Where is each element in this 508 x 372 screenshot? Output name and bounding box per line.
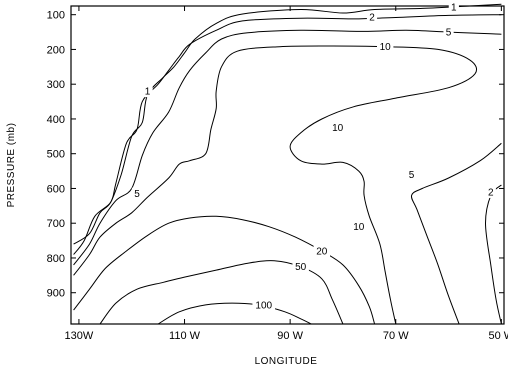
contour-label-bg: [350, 220, 367, 233]
contour-label-bg: [485, 185, 496, 198]
contour-label: 5: [134, 189, 140, 200]
contour-label: 100: [255, 300, 272, 311]
contour-label: 10: [353, 222, 365, 233]
x-axis-title: LONGITUDE: [255, 356, 318, 367]
x-tick-label: 110 W: [169, 330, 201, 342]
y-tick-label: 100: [47, 10, 65, 22]
y-tick-label: 200: [47, 44, 65, 56]
contour-label-bg: [443, 26, 454, 39]
plot-frame: [70, 5, 505, 325]
contour-lines: [73, 3, 502, 325]
y-tick-label: 300: [47, 79, 65, 91]
contour-label: 1: [451, 3, 457, 14]
y-axis-title: PRESSURE (mb): [6, 123, 17, 208]
contour-line-5: [410, 142, 502, 325]
contour-label: 10: [380, 42, 392, 53]
contour-labels: 1 2 5 10 1 10 5 5 2 10 20 50 100: [131, 1, 496, 311]
y-tick-label: 400: [47, 114, 65, 126]
contour-label-bg: [142, 85, 153, 98]
x-tick-label: 50 W: [489, 330, 508, 342]
contour-label-bg: [131, 187, 143, 200]
contour-label: 20: [316, 247, 328, 258]
contour-label-bg: [252, 298, 276, 311]
y-tick-label: 600: [47, 183, 65, 195]
x-axis: 130W 110 W 90 W 70 W 50 W: [65, 6, 508, 342]
contour-label-bg: [292, 260, 309, 273]
contour-label: 2: [369, 13, 375, 24]
contour-line-10: [73, 45, 478, 325]
contour-line-5: [73, 29, 502, 266]
y-tick-label: 900: [47, 288, 65, 300]
plot-border: [70, 5, 505, 325]
contour-label-bg: [366, 11, 378, 24]
contour-label: 2: [488, 187, 494, 198]
contour-line-50: [99, 260, 344, 325]
contour-label-bg: [376, 40, 394, 53]
contour-line-100: [157, 302, 312, 325]
contour-label-bg: [329, 121, 346, 134]
contour-line-2: [484, 184, 502, 325]
x-tick-label: 70 W: [383, 330, 409, 342]
contour-label: 50: [295, 262, 307, 273]
contour-line-2: [73, 14, 502, 255]
y-axis: 100 200 300 400 500 600 700 800 900: [47, 10, 504, 300]
x-tick-label: 130W: [65, 330, 94, 342]
y-tick-label: 800: [47, 253, 65, 265]
contour-line-20: [73, 215, 376, 325]
contour-label: 1: [145, 87, 151, 98]
contour-label: 5: [446, 28, 452, 39]
contour-label-bg: [313, 245, 331, 258]
y-tick-label: 700: [47, 218, 65, 230]
contour-label: 10: [332, 123, 344, 134]
contour-label: 5: [409, 170, 415, 181]
x-tick-label: 90 W: [277, 330, 303, 342]
y-tick-label: 500: [47, 149, 65, 161]
contour-label-bg: [406, 168, 417, 181]
contour-label-bg: [448, 1, 459, 14]
